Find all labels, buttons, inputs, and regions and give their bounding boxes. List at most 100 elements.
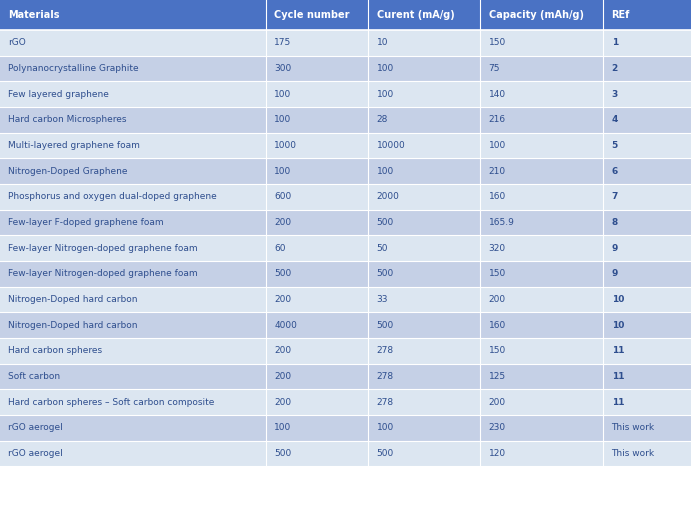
Bar [266, 235, 368, 261]
Bar [0, 81, 266, 107]
Text: 1: 1 [612, 38, 618, 47]
Bar [480, 441, 603, 466]
Bar [603, 415, 691, 441]
Text: 10: 10 [612, 295, 624, 304]
Bar [603, 261, 691, 287]
Text: 278: 278 [377, 372, 394, 381]
Bar [0, 235, 266, 261]
Text: 10: 10 [377, 38, 388, 47]
Text: 200: 200 [274, 398, 292, 407]
Text: 100: 100 [377, 423, 394, 432]
Bar [368, 81, 480, 107]
Bar [266, 441, 368, 466]
Text: Cycle number: Cycle number [274, 10, 350, 20]
Text: 500: 500 [377, 321, 394, 330]
Text: Soft carbon: Soft carbon [8, 372, 60, 381]
Text: 100: 100 [489, 141, 506, 150]
Text: 2: 2 [612, 64, 618, 73]
Bar [480, 235, 603, 261]
Bar [0, 364, 266, 389]
Bar [266, 158, 368, 184]
Bar [368, 0, 480, 30]
Text: 100: 100 [274, 167, 292, 176]
Bar [603, 389, 691, 415]
Bar [266, 338, 368, 364]
Bar [0, 210, 266, 235]
Bar [603, 287, 691, 312]
Bar [480, 184, 603, 210]
Bar [368, 235, 480, 261]
Text: 160: 160 [489, 321, 506, 330]
Text: Nitrogen-Doped hard carbon: Nitrogen-Doped hard carbon [8, 295, 138, 304]
Text: 11: 11 [612, 372, 624, 381]
Bar [0, 184, 266, 210]
Bar [368, 364, 480, 389]
Bar [0, 133, 266, 158]
Text: 320: 320 [489, 244, 506, 253]
Bar [603, 338, 691, 364]
Bar [368, 441, 480, 466]
Bar [603, 312, 691, 338]
Bar [480, 415, 603, 441]
Text: 100: 100 [274, 115, 292, 124]
Text: Curent (mA/g): Curent (mA/g) [377, 10, 455, 20]
Text: Polynanocrystalline Graphite: Polynanocrystalline Graphite [8, 64, 139, 73]
Bar [368, 415, 480, 441]
Text: 200: 200 [274, 295, 292, 304]
Bar [0, 338, 266, 364]
Text: 160: 160 [489, 192, 506, 201]
Bar [603, 30, 691, 56]
Bar [0, 287, 266, 312]
Text: Few-layer F-doped graphene foam: Few-layer F-doped graphene foam [8, 218, 164, 227]
Bar [266, 364, 368, 389]
Bar [0, 0, 266, 30]
Bar [266, 415, 368, 441]
Bar [603, 158, 691, 184]
Text: 230: 230 [489, 423, 506, 432]
Bar [368, 133, 480, 158]
Bar [480, 56, 603, 81]
Text: 60: 60 [274, 244, 286, 253]
Text: 500: 500 [274, 449, 292, 458]
Text: This work: This work [612, 449, 654, 458]
Text: Nitrogen-Doped Graphene: Nitrogen-Doped Graphene [8, 167, 128, 176]
Text: rGO aerogel: rGO aerogel [8, 423, 63, 432]
Bar [603, 364, 691, 389]
Text: 5: 5 [612, 141, 618, 150]
Text: 8: 8 [612, 218, 618, 227]
Bar [0, 30, 266, 56]
Text: 50: 50 [377, 244, 388, 253]
Bar [480, 0, 603, 30]
Bar [368, 338, 480, 364]
Text: 200: 200 [274, 218, 292, 227]
Bar [603, 133, 691, 158]
Bar [603, 107, 691, 133]
Text: 75: 75 [489, 64, 500, 73]
Text: 1000: 1000 [274, 141, 297, 150]
Bar [480, 389, 603, 415]
Bar [266, 56, 368, 81]
Text: 3: 3 [612, 90, 618, 99]
Text: 4: 4 [612, 115, 618, 124]
Bar [368, 389, 480, 415]
Bar [480, 133, 603, 158]
Text: Hard carbon Microspheres: Hard carbon Microspheres [8, 115, 126, 124]
Text: Hard carbon spheres: Hard carbon spheres [8, 346, 102, 355]
Text: Multi-layered graphene foam: Multi-layered graphene foam [8, 141, 140, 150]
Bar [480, 81, 603, 107]
Text: 140: 140 [489, 90, 506, 99]
Bar [480, 107, 603, 133]
Text: Few-layer Nitrogen-doped graphene foam: Few-layer Nitrogen-doped graphene foam [8, 269, 198, 278]
Bar [603, 184, 691, 210]
Bar [0, 261, 266, 287]
Text: Few layered graphene: Few layered graphene [8, 90, 109, 99]
Text: 278: 278 [377, 346, 394, 355]
Bar [266, 0, 368, 30]
Bar [480, 287, 603, 312]
Text: Phosphorus and oxygen dual-doped graphene: Phosphorus and oxygen dual-doped graphen… [8, 192, 217, 201]
Text: 200: 200 [274, 372, 292, 381]
Bar [266, 261, 368, 287]
Bar [0, 56, 266, 81]
Bar [480, 364, 603, 389]
Text: 9: 9 [612, 244, 618, 253]
